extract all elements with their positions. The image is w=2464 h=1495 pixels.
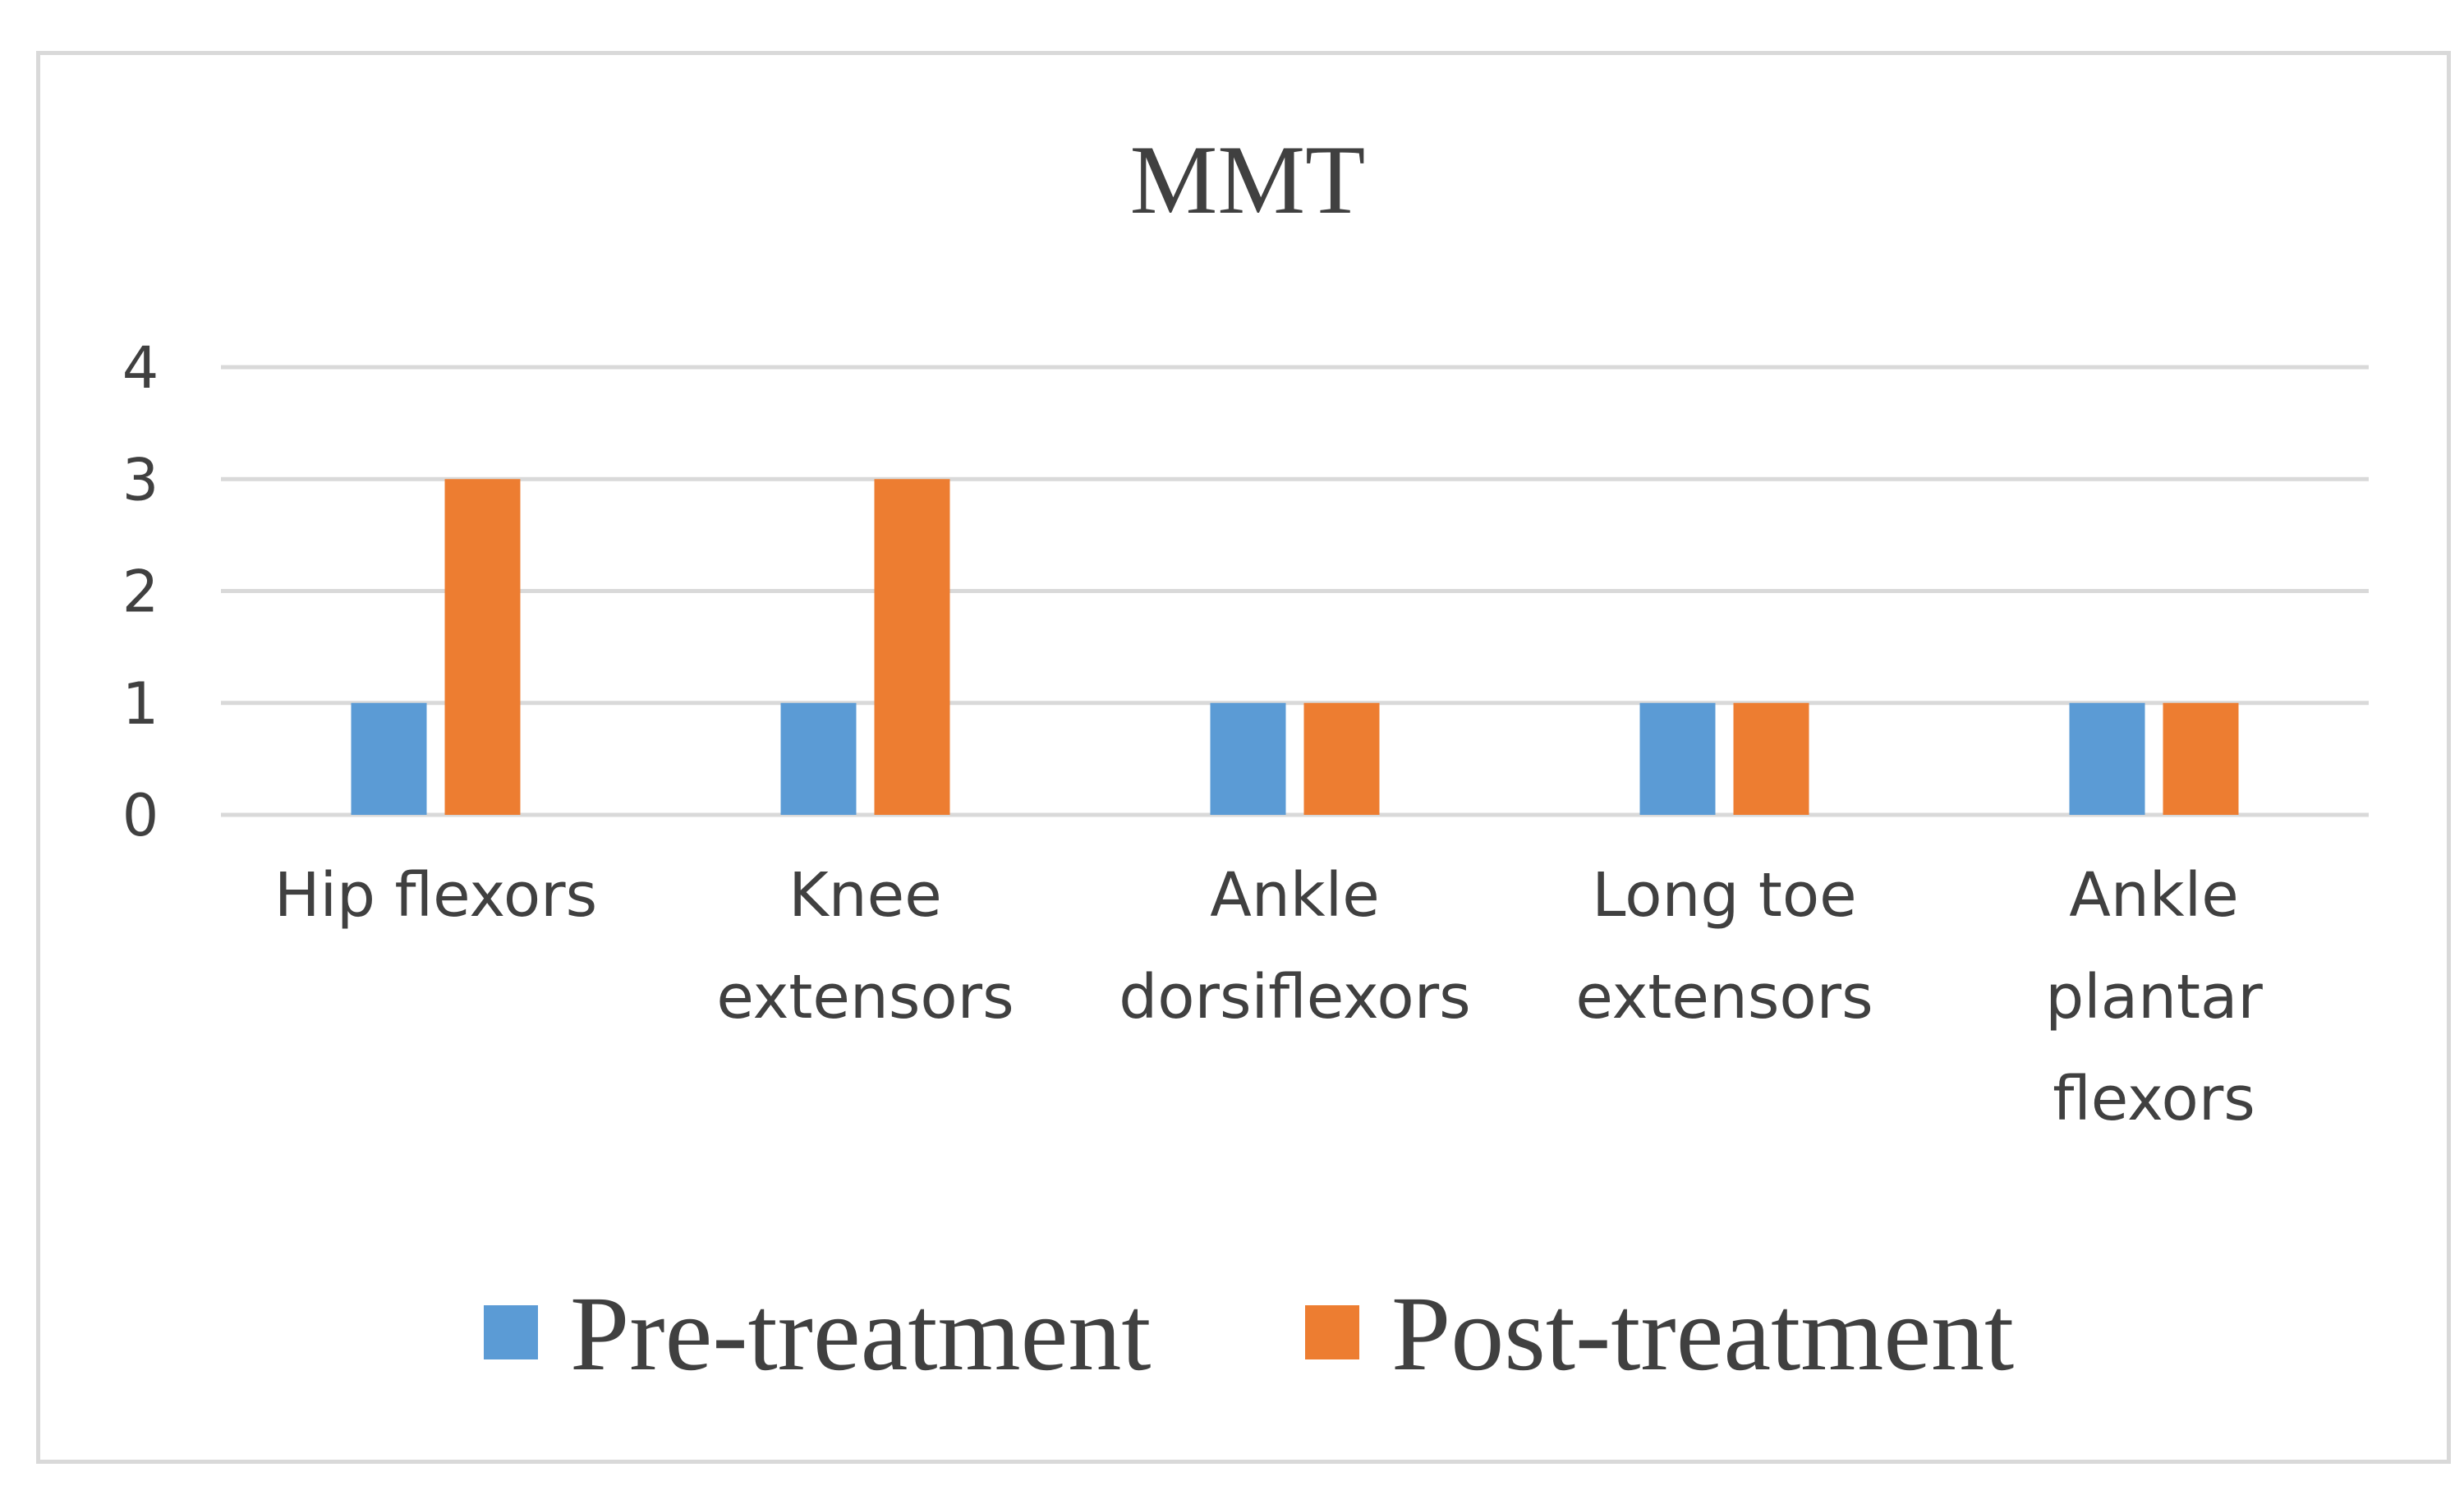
bar-post-treatment-1 — [874, 479, 950, 815]
bar-post-treatment-3 — [1733, 702, 1809, 815]
x-tick-label: Ankle plantar flexors — [2045, 860, 2263, 1134]
y-axis-ticks: 0 1 2 3 4 — [122, 334, 159, 849]
bars — [351, 479, 2239, 815]
bar-post-treatment-0 — [444, 479, 521, 815]
chart-title: MMT — [1130, 125, 1366, 234]
bar-post-treatment-4 — [2163, 702, 2239, 815]
x-tick-label: Long toe extensors — [1575, 860, 1873, 1033]
chart-frame: MMT 0 1 2 3 4 Hip flexors Knee extensors Ankle d… — [36, 51, 2451, 1464]
legend-swatch — [484, 1305, 538, 1359]
bar-pre-treatment-2 — [1210, 702, 1286, 815]
bar-pre-treatment-1 — [780, 702, 857, 815]
y-tick-label: 3 — [122, 446, 159, 513]
legend-label: Post-treatment — [1391, 1275, 2014, 1393]
bar-chart: MMT 0 1 2 3 4 Hip flexors Knee extensors Ankle d… — [122, 125, 2369, 1393]
x-tick-label: Hip flexors — [274, 860, 597, 931]
x-tick-label: Knee extensors — [716, 860, 1014, 1033]
gridlines — [221, 365, 2369, 817]
y-tick-label: 2 — [122, 559, 159, 626]
y-tick-label: 4 — [122, 334, 159, 402]
y-tick-label: 0 — [122, 782, 159, 849]
bar-pre-treatment-3 — [1639, 702, 1716, 815]
x-tick-label: Ankle dorsiflexors — [1119, 860, 1470, 1033]
bar-pre-treatment-4 — [2069, 702, 2145, 815]
x-axis-labels: Hip flexors Knee extensors Ankle dorsiflexor… — [274, 860, 2264, 1134]
legend-label: Pre-treatment — [570, 1275, 1151, 1393]
legend-swatch — [1305, 1305, 1359, 1359]
bar-pre-treatment-0 — [351, 702, 427, 815]
bar-post-treatment-2 — [1303, 702, 1380, 815]
legend: Pre-treatment Post-treatment — [484, 1275, 2014, 1393]
y-tick-label: 1 — [122, 670, 159, 738]
